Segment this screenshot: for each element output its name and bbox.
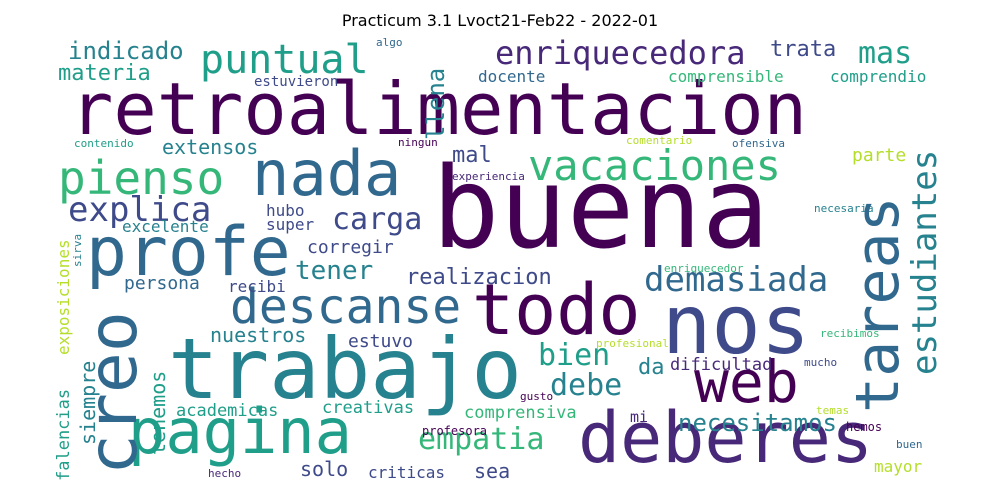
- chart-title: Practicum 3.1 Lvoct21-Feb22 - 2022-01: [341, 11, 659, 30]
- word-realizacion: realizacion: [406, 265, 552, 290]
- word-indicado: indicado: [68, 37, 184, 65]
- word-persona: persona: [124, 273, 200, 294]
- word-comentario: comentario: [626, 134, 693, 147]
- word-hecho: hecho: [208, 467, 242, 480]
- word-debe: debe: [550, 368, 623, 403]
- word-deberes: deberes: [578, 397, 874, 479]
- word-todo: todo: [472, 269, 641, 351]
- word-extensos: extensos: [162, 135, 259, 159]
- word-cloud: buena retroalimentacion trabajo nos todo…: [50, 35, 950, 485]
- word-mi: mi: [630, 408, 649, 426]
- word-solo: solo: [300, 457, 349, 481]
- word-estuvo: estuvo: [348, 331, 414, 352]
- word-mal: mal: [452, 143, 492, 168]
- word-creativas: creativas: [322, 398, 415, 418]
- word-contenido: contenido: [74, 137, 134, 150]
- word-mucho: mucho: [804, 356, 838, 369]
- word-tenemos: tenemos: [146, 370, 170, 455]
- word-comprendio: comprendio: [830, 67, 927, 86]
- word-buena: buena: [432, 144, 770, 274]
- word-nada: nada: [252, 137, 402, 210]
- word-enriquecedora: enriquecedora: [495, 35, 746, 72]
- word-nuestros: nuestros: [210, 323, 307, 347]
- word-excelente: excelente: [122, 217, 209, 236]
- word-mas: mas: [858, 36, 913, 71]
- word-llena: llena: [422, 67, 450, 140]
- word-retroalimentacion: retroalimentacion: [70, 67, 807, 151]
- word-ofensiva: ofensiva: [732, 137, 785, 150]
- word-exposiciones: exposiciones: [54, 239, 73, 355]
- word-puntual: puntual: [200, 37, 369, 83]
- word-gusto: gusto: [520, 390, 554, 403]
- word-ningun: ningun: [398, 136, 438, 149]
- word-tareas: tareas: [843, 196, 913, 413]
- word-sirva: sirva: [71, 233, 84, 267]
- word-estuvieron: estuvieron: [254, 74, 339, 90]
- word-explica: explica: [68, 190, 212, 230]
- word-criticas: criticas: [368, 463, 446, 482]
- word-profe: profe: [86, 213, 291, 292]
- word-estudiantes: estudiantes: [905, 149, 945, 375]
- word-docente: docente: [478, 67, 546, 86]
- word-falencias: falencias: [54, 388, 74, 481]
- word-profesora: profesora: [422, 424, 488, 438]
- word-hemos: hemos: [846, 420, 883, 434]
- word-materia: materia: [58, 61, 151, 86]
- word-siempre: siempre: [76, 360, 100, 445]
- word-recibimos: recibimos: [820, 327, 880, 340]
- word-enriquecedor: enriquecedor: [664, 262, 744, 275]
- word-experiencia: experiencia: [452, 170, 525, 183]
- word-nos: nos: [662, 278, 811, 373]
- word-super: super: [266, 215, 315, 234]
- word-necesaria: necesaria: [814, 202, 874, 215]
- word-profesional: profesional: [596, 337, 669, 350]
- word-mayor: mayor: [874, 457, 923, 476]
- word-temas: temas: [816, 404, 850, 417]
- word-academicas: academicas: [176, 401, 279, 421]
- word-empatia: empatia: [418, 422, 545, 457]
- word-descanse: descanse: [230, 279, 462, 335]
- word-vacaciones: vacaciones: [528, 141, 781, 190]
- word-sea: sea: [474, 459, 511, 483]
- word-demasiada: demasiada: [644, 260, 829, 300]
- word-comprensible: comprensible: [668, 67, 784, 86]
- word-dificultad: dificultad: [670, 355, 773, 375]
- word-da: da: [638, 355, 665, 380]
- word-trata: trata: [770, 37, 837, 62]
- word-recibi: recibi: [228, 277, 286, 296]
- word-necesitamos: necesitamos: [678, 409, 837, 437]
- word-trabajo: trabajo: [168, 320, 523, 418]
- word-comprensiva: comprensiva: [464, 403, 577, 423]
- word-pagina: pagina: [128, 395, 352, 468]
- word-corregir: corregir: [307, 237, 394, 258]
- word-carga: carga: [332, 202, 423, 237]
- word-parte: parte: [852, 145, 907, 166]
- word-hubo: hubo: [266, 201, 305, 220]
- word-web: web: [694, 348, 799, 416]
- word-pienso: pienso: [58, 151, 225, 205]
- word-bien: bien: [538, 338, 611, 373]
- word-tener: tener: [295, 256, 374, 286]
- word-buen: buen: [896, 438, 923, 451]
- word-algo: algo: [376, 36, 403, 49]
